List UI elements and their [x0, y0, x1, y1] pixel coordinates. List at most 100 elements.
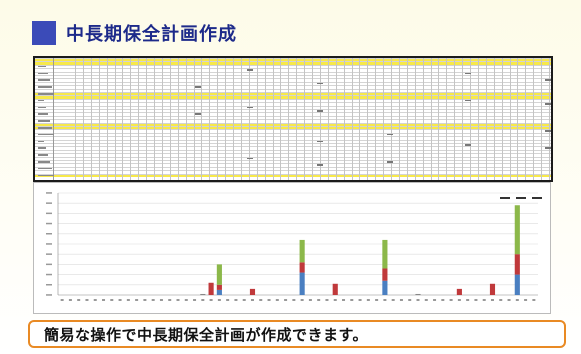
sheet-vline — [383, 58, 385, 180]
chart-x-tick-label — [267, 299, 271, 301]
chart-bar-segment — [332, 283, 338, 295]
chart-x-tick-label — [201, 299, 205, 301]
chart-x-tick-label — [135, 299, 139, 301]
chart-x-tick-label — [110, 299, 114, 301]
sheet-vline — [470, 58, 471, 180]
sheet-hline — [35, 105, 551, 107]
sheet-hline — [35, 95, 551, 97]
sheet-hline — [35, 88, 551, 90]
sheet-row-label — [38, 174, 54, 177]
sheet-vline — [343, 58, 345, 180]
sheet-row-label — [38, 99, 44, 102]
sheet-hline — [35, 122, 551, 124]
sheet-vline — [335, 58, 337, 180]
sheet-cell-mark — [545, 79, 551, 81]
chart-x-tick-label — [474, 299, 478, 301]
sheet-vline — [193, 58, 195, 180]
sheet-hline — [35, 126, 551, 127]
chart-x-tick-label — [408, 299, 412, 301]
chart-x-tick-label — [159, 299, 163, 301]
chart-bar-segment — [299, 262, 305, 273]
chart-x-tick-label — [375, 299, 379, 301]
sheet-vline — [493, 58, 495, 180]
caption-text: 簡易な操作で中長期保全計画が作成できます。 — [44, 325, 369, 344]
chart-x-tick-label — [168, 299, 172, 301]
sheet-band-row — [35, 126, 551, 130]
sheet-vline — [304, 58, 306, 180]
sheet-hline — [35, 102, 551, 104]
sheet-vline — [296, 58, 298, 180]
sheet-vline — [525, 58, 527, 180]
sheet-row-label — [38, 167, 52, 170]
chart-y-tick-label — [46, 284, 52, 286]
sheet-vline — [161, 58, 163, 180]
chart-x-tick-label — [284, 299, 288, 301]
sheet-cell-mark — [545, 103, 551, 105]
sheet-row-label — [38, 79, 50, 81]
chart-x-tick-label — [342, 299, 346, 301]
sheet-vline — [217, 58, 219, 180]
chart-bar-segment — [514, 274, 520, 295]
title-square-icon — [32, 21, 56, 45]
sheet-vline — [256, 58, 258, 180]
sheet-cell-mark — [247, 69, 253, 71]
sheet-row-label — [38, 65, 46, 68]
sheet-band-row — [35, 173, 551, 177]
sheet-row-label — [38, 120, 50, 122]
chart-x-tick-label — [441, 299, 445, 301]
chart-y-tick-label — [46, 192, 52, 194]
sheet-vline — [138, 58, 140, 180]
chart-x-tick-label — [242, 299, 246, 301]
sheet-vline — [177, 58, 179, 180]
chart-bar-segment — [299, 272, 305, 295]
sheet-vline — [414, 58, 416, 180]
sheet-hline — [35, 136, 551, 138]
spreadsheet-grid — [35, 58, 551, 180]
chart-bar-segment — [382, 280, 388, 295]
caption-box: 簡易な操作で中長期保全計画が作成できます。 — [28, 320, 566, 348]
chart-bar-segment — [200, 293, 206, 295]
sheet-hline — [35, 112, 551, 114]
chart-y-tick-label — [46, 222, 52, 225]
sheet-vline — [312, 58, 313, 180]
sheet-hline — [35, 78, 551, 80]
sheet-vline — [367, 58, 369, 180]
chart-x-tick-label — [259, 299, 263, 301]
sheet-hline — [35, 81, 551, 83]
sheet-vline — [272, 58, 274, 180]
chart-x-tick-label — [102, 299, 106, 301]
sheet-cell-mark — [195, 113, 201, 115]
sheet-cell-mark — [387, 161, 393, 163]
chart-bar-segment — [456, 288, 462, 295]
sheet-row-label — [38, 72, 48, 75]
sheet-cell-mark — [247, 157, 253, 160]
sheet-vline — [146, 58, 148, 180]
sheet-row-label — [38, 106, 46, 109]
sheet-row-label — [38, 127, 52, 129]
chart-legend-entry — [500, 197, 510, 199]
sheet-vline — [446, 58, 448, 180]
sheet-row-label — [38, 147, 46, 149]
sheet-hline — [35, 132, 551, 134]
sheet-cell-mark — [465, 72, 471, 75]
chart-x-tick-label — [250, 299, 254, 301]
maintenance-spreadsheet[interactable] — [33, 56, 553, 182]
sheet-hline — [35, 129, 551, 131]
sheet-vline — [90, 58, 92, 180]
sheet-cell-mark — [545, 147, 551, 149]
chart-x-tick-label — [77, 299, 81, 301]
sheet-band-row — [35, 95, 551, 99]
sheet-vline — [398, 58, 400, 180]
sheet-vline — [98, 58, 100, 180]
sheet-vline — [233, 58, 234, 180]
page-header: 中長期保全計画作成 — [32, 18, 237, 48]
sheet-row-label — [38, 161, 50, 163]
sheet-vline — [359, 58, 361, 180]
chart-bar-segment — [514, 254, 520, 275]
sheet-cell-mark — [465, 144, 471, 146]
sheet-hline — [35, 109, 551, 110]
sheet-cell-mark — [317, 140, 323, 143]
sheet-cell-mark — [465, 99, 471, 102]
sheet-vline — [280, 58, 282, 180]
chart-bar-segment — [489, 283, 496, 295]
